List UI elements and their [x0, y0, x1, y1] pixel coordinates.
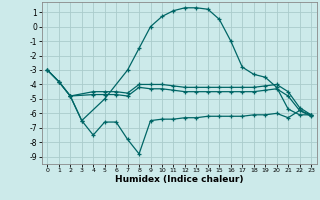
- X-axis label: Humidex (Indice chaleur): Humidex (Indice chaleur): [115, 175, 244, 184]
